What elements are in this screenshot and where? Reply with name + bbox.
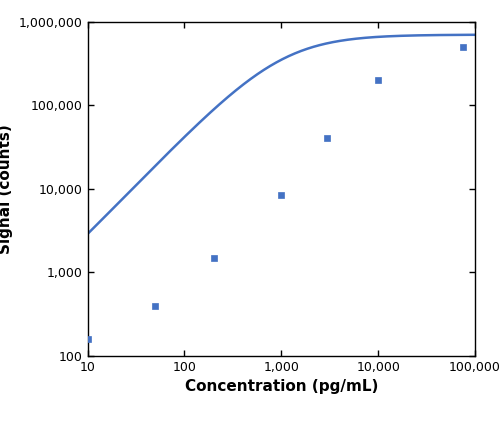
Y-axis label: Signal (counts): Signal (counts) — [0, 124, 13, 253]
X-axis label: Concentration (pg/mL): Concentration (pg/mL) — [184, 379, 378, 395]
